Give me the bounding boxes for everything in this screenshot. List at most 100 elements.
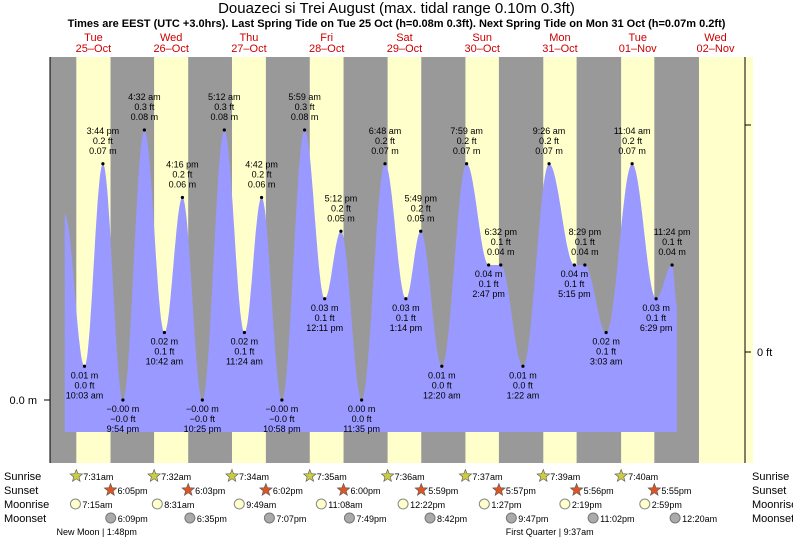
tide-label: 0.3 ft [214, 102, 235, 112]
moonrise-time: 11:08am [328, 500, 362, 510]
sunrise-time: 7:34am [239, 472, 269, 482]
tide-point [464, 162, 469, 166]
tide-point [383, 162, 387, 166]
tide-label: 11:24 am [226, 357, 263, 367]
sunset-icon [103, 482, 118, 496]
day-name: Tue [628, 32, 647, 44]
day-date: 31–Oct [542, 43, 577, 55]
moonrise-time: 9:49am [246, 500, 276, 510]
tide-label: 0.2 ft [252, 170, 273, 180]
tide-label: 0.05 m [327, 213, 355, 223]
daylight-band [698, 57, 753, 463]
sunrise-time: 7:35am [317, 472, 347, 482]
tide-point [101, 162, 105, 166]
moonrise-time: 8:31am [164, 500, 194, 510]
tide-label: 3:03 am [590, 357, 623, 367]
tide-label: 6:29 pm [640, 323, 673, 333]
tide-label: 11:24 pm [654, 227, 691, 237]
tide-point [162, 330, 166, 335]
chart-title: Douazeci si Trei August (max. tidal rang… [218, 0, 575, 17]
tide-label: 0.2 ft [375, 136, 396, 146]
moonrise-icon [151, 498, 163, 510]
sunset-icon [569, 482, 584, 496]
tide-label: 4:42 pm [245, 160, 278, 170]
moonset-icon [343, 512, 355, 524]
tide-point [604, 330, 608, 335]
sunset-time: 6:05pm [118, 486, 148, 496]
axes: 0.0 m 0 ft [9, 57, 772, 463]
tide-label: 0.03 m [392, 303, 420, 313]
tide-label: 0.3 ft [295, 102, 316, 112]
moonset-time: 12:20am [682, 514, 717, 524]
sunset-icon [258, 482, 273, 496]
moonset-time: 11:02pm [600, 514, 634, 524]
tide-label: 0.02 m [151, 337, 179, 347]
day-name: Mon [549, 32, 570, 44]
moonset-icon [505, 512, 517, 524]
tide-label: 5:59 am [288, 92, 321, 102]
tide-label: 1:14 pm [390, 323, 423, 333]
sunrise-icon [147, 468, 162, 482]
sunrise-time: 7:32am [161, 472, 191, 482]
tide-label: −0.00 m [107, 404, 140, 414]
tide-label: 10:03 am [66, 390, 104, 400]
tide-label: 0.06 m [169, 180, 197, 190]
tide-label: 0.03 m [642, 303, 670, 313]
tide-label: 0.0 ft [432, 380, 453, 390]
tide-label: 0.03 m [311, 303, 339, 313]
moonrise-time: 12:22pm [410, 500, 445, 510]
tide-label: 0.1 ft [662, 237, 683, 247]
tide-point [572, 263, 576, 267]
tide-label: 3:44 pm [87, 126, 120, 136]
tide-point [82, 364, 87, 368]
tide-label: −0.00 m [265, 404, 298, 414]
tide-label: −0.00 m [186, 404, 219, 414]
tide-label: 0.08 m [211, 112, 239, 122]
tide-label: 0.02 m [231, 337, 259, 347]
tide-label: 0.1 ft [564, 279, 585, 289]
tide-label: 0.2 ft [539, 136, 560, 146]
tide-label: 0.1 ft [575, 237, 596, 247]
moon-phase-label: First Quarter | 9:37am [506, 527, 594, 537]
tide-label: 0.1 ft [596, 347, 617, 357]
sunset-time: 6:00pm [351, 486, 381, 496]
tide-point [419, 229, 423, 233]
day-date: 29–Oct [387, 43, 422, 55]
tide-label: 10:25 pm [184, 424, 222, 434]
moonset-icon [263, 512, 275, 524]
row-label-right: Moonrise [752, 499, 793, 511]
sunrise-time: 7:36am [395, 472, 425, 482]
tide-label: 8:29 pm [569, 227, 602, 237]
sunset-time: 5:56pm [584, 486, 614, 496]
moonrise-icon [559, 498, 571, 510]
tide-point [280, 398, 284, 402]
moonset-icon [424, 512, 436, 524]
moonrise-icon [478, 498, 490, 510]
day-name: Wed [704, 32, 726, 44]
day-date: 30–Oct [464, 43, 499, 55]
tide-label: 0.08 m [131, 112, 159, 122]
tide-area [64, 130, 677, 432]
tide-label: 0.2 ft [93, 136, 114, 146]
sunrise-icon [380, 468, 395, 482]
moonset-time: 7:07pm [276, 514, 306, 524]
tide-label: 10:42 am [146, 357, 184, 367]
day-name: Fri [320, 32, 333, 44]
tide-point [180, 195, 185, 200]
tide-point [630, 162, 634, 166]
tide-label: 5:49 pm [404, 193, 437, 203]
tide-label: 0.04 m [658, 247, 686, 257]
sunrise-time: 7:31am [83, 472, 113, 482]
tide-label: 0.0 ft [74, 380, 95, 390]
sunset-icon [181, 482, 196, 496]
moonset-icon [184, 512, 196, 524]
tide-point [142, 128, 146, 132]
tide-label: 0.06 m [248, 180, 276, 190]
moonset-time: 8:42pm [437, 514, 467, 524]
tide-label: −0.0 ft [269, 414, 295, 424]
row-label-right: Sunrise [752, 471, 789, 483]
tide-label: 0.04 m [475, 269, 503, 279]
tide-label: 11:35 pm [343, 424, 380, 434]
sunrise-icon [69, 468, 84, 482]
